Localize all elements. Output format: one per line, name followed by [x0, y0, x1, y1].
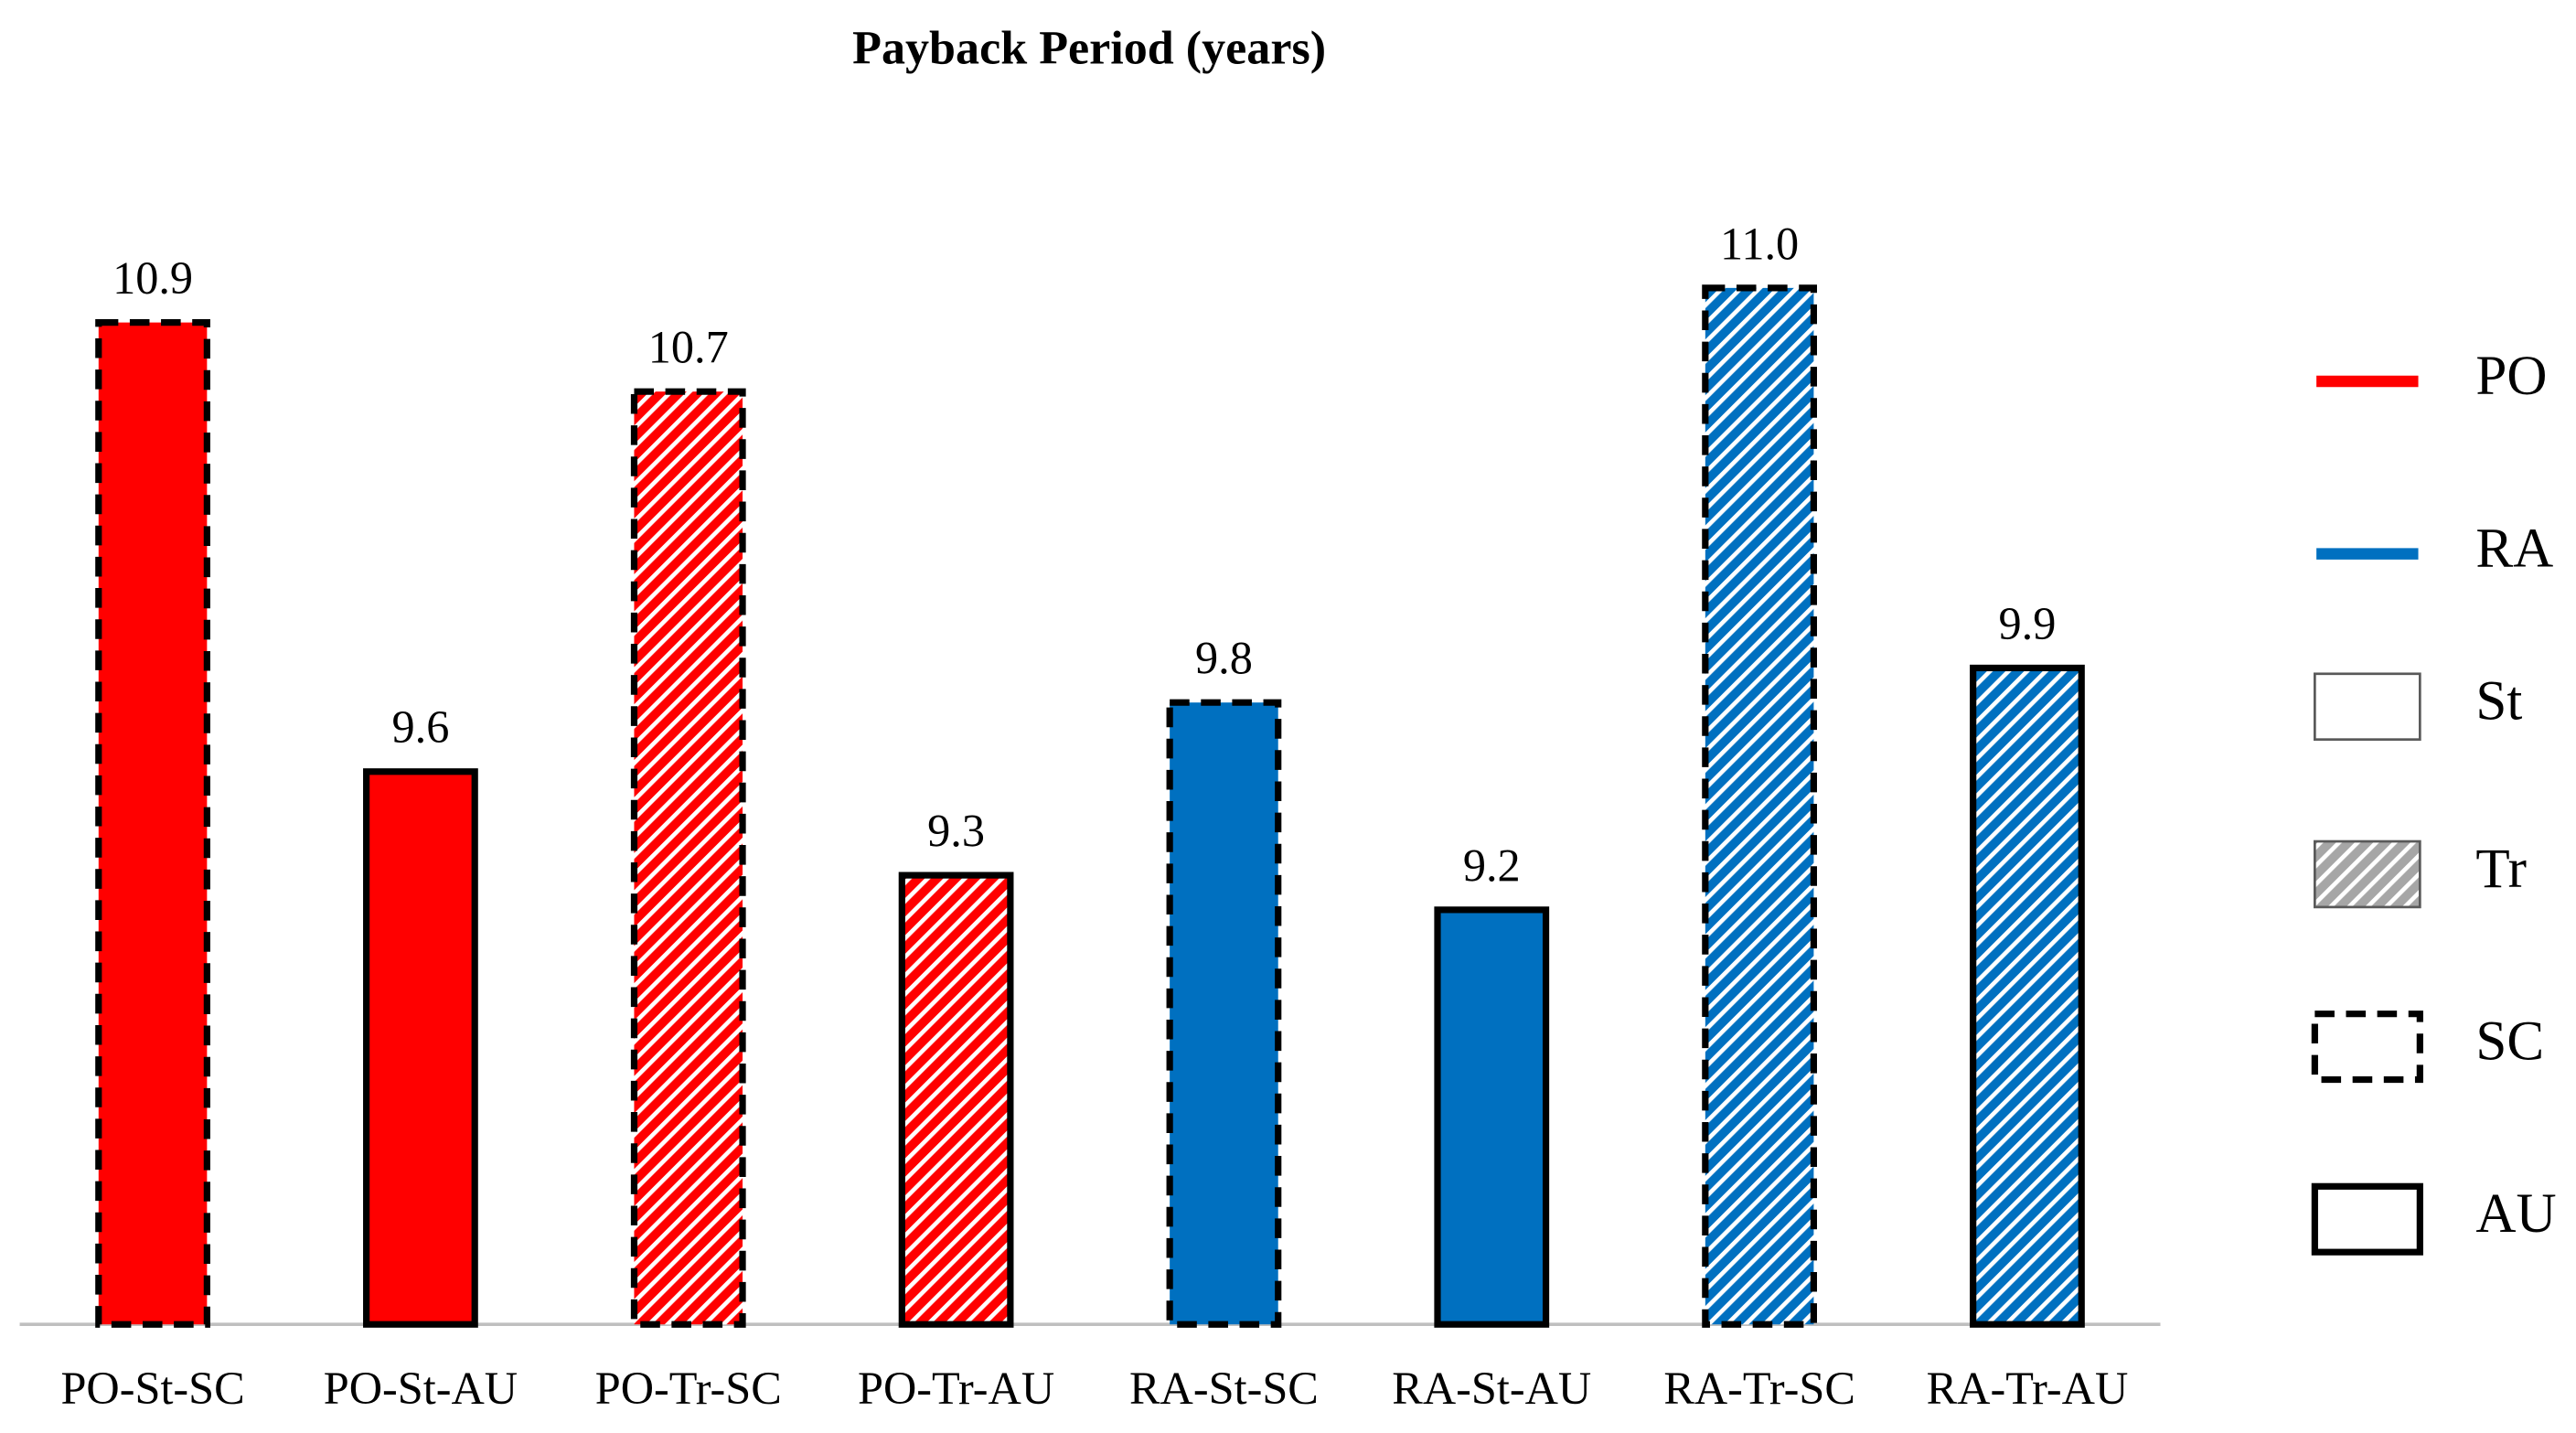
x-tick-label: PO-Tr-SC — [595, 1363, 782, 1414]
bar — [1702, 284, 1817, 1328]
x-tick-label: PO-Tr-AU — [858, 1363, 1054, 1414]
bar — [1166, 699, 1282, 1328]
value-label: 9.8 — [1195, 633, 1253, 684]
x-tick-label: RA-Tr-SC — [1663, 1363, 1855, 1414]
legend-label: AU — [2475, 1183, 2556, 1245]
value-label: 11.0 — [1720, 218, 1799, 269]
legend-label: SC — [2475, 1011, 2544, 1073]
chart-title: Payback Period (years) — [852, 23, 1326, 75]
legend-label: RA — [2475, 519, 2553, 580]
x-tick-label: RA-St-AU — [1392, 1363, 1591, 1414]
legend-label: PO — [2475, 346, 2547, 407]
legend-box — [2311, 1182, 2423, 1256]
value-label: 9.6 — [391, 701, 449, 753]
legend-box — [2314, 672, 2421, 741]
x-tick-label: PO-St-AU — [324, 1363, 518, 1414]
legend-label: Tr — [2475, 839, 2527, 900]
bar — [1970, 664, 2085, 1328]
value-label: 10.7 — [648, 322, 729, 373]
bar — [363, 768, 478, 1328]
value-label: 10.9 — [112, 252, 193, 304]
x-tick-label: RA-Tr-AU — [1927, 1363, 2129, 1414]
bar — [898, 872, 1014, 1328]
legend-box — [2314, 839, 2421, 909]
legend-label: St — [2475, 671, 2522, 733]
bar — [95, 319, 210, 1328]
value-label: 9.2 — [1463, 839, 1521, 891]
value-label: 9.3 — [927, 806, 985, 857]
bar — [630, 388, 746, 1328]
value-label: 9.9 — [1999, 598, 2057, 649]
legend-box — [2311, 1011, 2423, 1084]
x-tick-label: PO-St-SC — [60, 1363, 244, 1414]
x-tick-label: RA-St-SC — [1129, 1363, 1319, 1414]
bar — [1434, 906, 1550, 1328]
